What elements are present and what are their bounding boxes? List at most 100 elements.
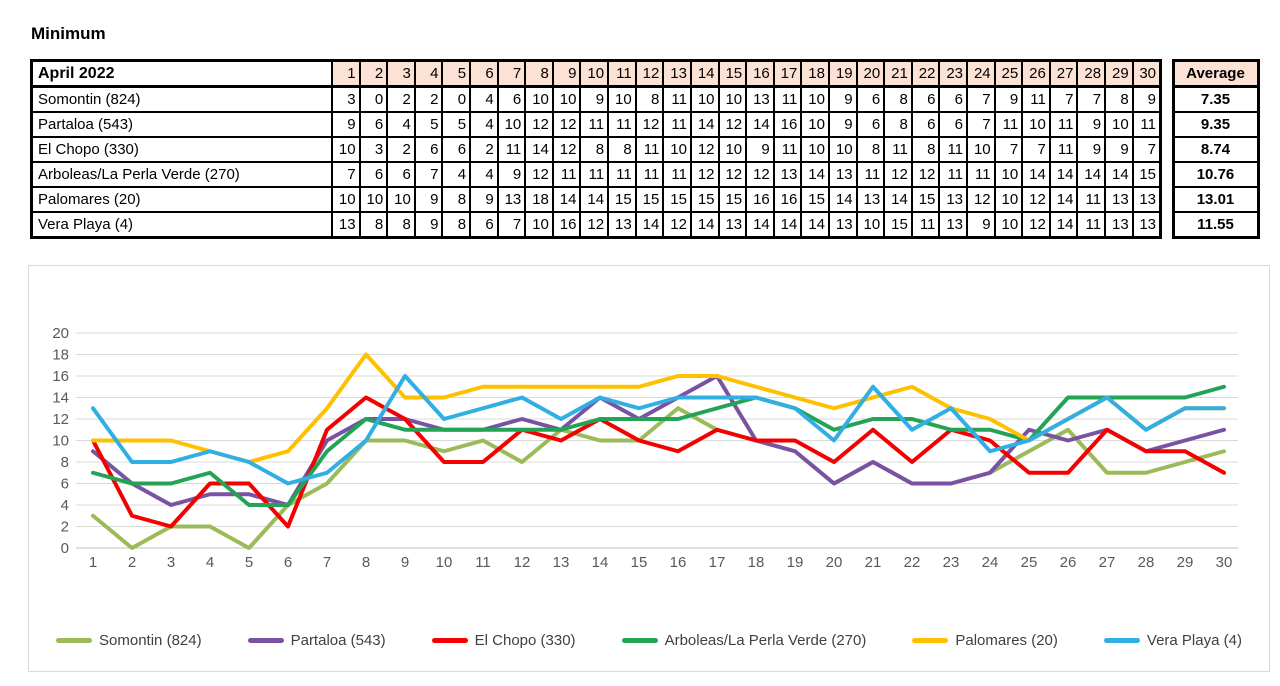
day-header-9: 9 — [551, 59, 582, 88]
legend-item-somontin-824: Somontin (824) — [56, 632, 202, 649]
value-cell: 9 — [745, 136, 775, 163]
legend-item-arboleas-la-perla-verde-270: Arboleas/La Perla Verde (270) — [621, 632, 867, 649]
value-cell: 3 — [358, 136, 389, 163]
table-header-row: April 2022 1 2 3 4 5 6 7 8 9 10 11 12 13 14 15 16 17 18 19… — [30, 59, 1162, 88]
value-cell: 11 — [579, 111, 610, 138]
day-header-6: 6 — [469, 59, 499, 88]
value-cell: 10 — [717, 85, 748, 113]
value-cell: 8 — [634, 85, 665, 113]
value-cell: 11 — [1076, 211, 1107, 239]
y-tick-label: 8 — [61, 454, 69, 471]
value-cell: 11 — [634, 161, 665, 188]
value-cell: 12 — [1021, 211, 1051, 239]
day-header-10: 10 — [579, 59, 610, 88]
value-cell: 10 — [662, 136, 692, 163]
legend-label: Arboleas/La Perla Verde (270) — [664, 632, 867, 649]
row-label: Vera Playa (4) — [30, 211, 333, 239]
value-cell: 11 — [607, 111, 637, 138]
value-cell: 13 — [827, 211, 858, 239]
value-cell: 6 — [910, 111, 941, 138]
x-tick-label: 12 — [514, 554, 531, 571]
value-cell: 14 — [579, 186, 610, 213]
day-header-4: 4 — [413, 59, 444, 88]
value-cell: 8 — [441, 186, 472, 213]
value-cell: 11 — [855, 161, 886, 188]
day-header-12: 12 — [634, 59, 665, 88]
x-tick-label: 14 — [592, 554, 609, 571]
legend-swatch-icon — [247, 638, 284, 643]
legend-swatch-icon — [431, 638, 468, 643]
table-row-partaloa-543: Partaloa (543) 9 6 4 5 5 4 10 12 12 11 11 12 11 14 12 14… — [30, 111, 1162, 138]
row-label: Arboleas/La Perla Verde (270) — [30, 161, 333, 188]
value-cell: 11 — [938, 136, 969, 163]
value-cell: 13 — [717, 211, 748, 239]
value-cell: 10 — [331, 186, 361, 213]
value-cell: 6 — [469, 211, 499, 239]
day-header-1: 1 — [331, 59, 361, 88]
x-tick-label: 7 — [323, 554, 331, 571]
value-cell: 11 — [883, 136, 913, 163]
value-cell: 10 — [358, 186, 389, 213]
value-cell: 9 — [1104, 136, 1134, 163]
value-cell: 16 — [745, 186, 775, 213]
x-tick-label: 9 — [401, 554, 409, 571]
day-header-8: 8 — [524, 59, 554, 88]
value-cell: 9 — [331, 111, 361, 138]
value-cell: 10 — [689, 85, 720, 113]
value-cell: 11 — [910, 211, 941, 239]
value-cell: 8 — [883, 111, 913, 138]
value-cell: 6 — [386, 161, 416, 188]
day-header-23: 23 — [938, 59, 969, 88]
day-header-27: 27 — [1048, 59, 1079, 88]
value-cell: 10 — [1021, 111, 1051, 138]
day-header-21: 21 — [883, 59, 913, 88]
x-tick-label: 19 — [787, 554, 804, 571]
x-tick-label: 4 — [206, 554, 214, 571]
value-cell: 15 — [1131, 161, 1162, 188]
value-cell: 10 — [993, 211, 1024, 239]
value-cell: 11 — [772, 85, 803, 113]
legend-label: Vera Playa (4) — [1146, 632, 1242, 649]
value-cell: 14 — [524, 136, 554, 163]
value-cell: 10 — [993, 161, 1024, 188]
value-cell: 14 — [745, 211, 775, 239]
value-cell: 16 — [772, 186, 803, 213]
day-header-2: 2 — [358, 59, 389, 88]
value-cell: 13 — [607, 211, 637, 239]
value-cell: 4 — [386, 111, 416, 138]
day-header-30: 30 — [1131, 59, 1162, 88]
value-cell: 11 — [1021, 85, 1051, 113]
value-cell: 13 — [827, 161, 858, 188]
value-cell: 14 — [689, 111, 720, 138]
value-cell: 9 — [827, 85, 858, 113]
value-cell: 8 — [855, 136, 886, 163]
value-cell: 2 — [413, 85, 444, 113]
min-temp-table: April 2022 1 2 3 4 5 6 7 8 9 10 11 12 13 14 15 16 17 18 19… — [30, 59, 1162, 239]
x-tick-label: 13 — [553, 554, 570, 571]
value-cell: 9 — [496, 161, 527, 188]
value-cell: 14 — [1048, 161, 1079, 188]
value-cell: 11 — [662, 111, 692, 138]
table-row-el-chopo-330: El Chopo (330) 10 3 2 6 6 2 11 14 12 8 8 11 10 12 10 9 11… — [30, 136, 1162, 163]
day-header-25: 25 — [993, 59, 1024, 88]
value-cell: 10 — [800, 111, 830, 138]
y-tick-label: 18 — [52, 347, 69, 364]
y-tick-label: 20 — [52, 325, 69, 342]
value-cell: 5 — [413, 111, 444, 138]
value-cell: 10 — [855, 211, 886, 239]
y-tick-label: 2 — [61, 519, 69, 536]
value-cell: 13 — [1104, 211, 1134, 239]
day-header-28: 28 — [1076, 59, 1107, 88]
x-tick-label: 5 — [245, 554, 253, 571]
value-cell: 14 — [689, 211, 720, 239]
value-cell: 14 — [800, 211, 830, 239]
value-cell: 9 — [1131, 85, 1162, 113]
series-line-vera-playa-4 — [91, 374, 1226, 486]
value-cell: 14 — [800, 161, 830, 188]
value-cell: 9 — [579, 85, 610, 113]
value-cell: 10 — [524, 85, 554, 113]
value-cell: 2 — [469, 136, 499, 163]
value-cell: 11 — [662, 161, 692, 188]
average-header-cell: Average — [1172, 59, 1260, 88]
